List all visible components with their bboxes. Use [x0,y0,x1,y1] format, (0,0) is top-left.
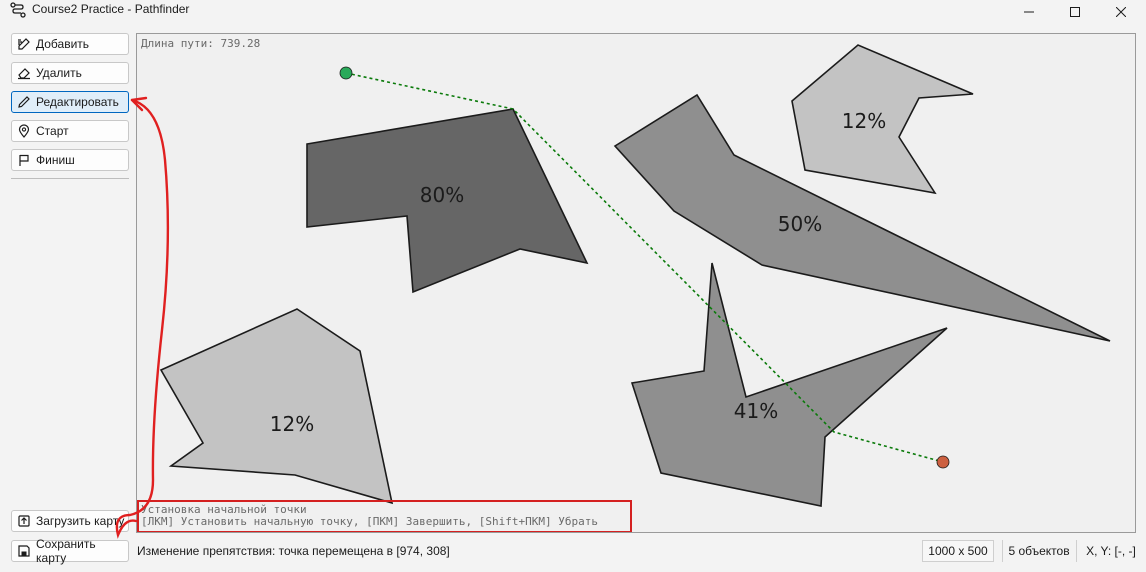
eraser-icon [18,68,30,80]
hint-keys: [ЛКМ] Установить начальную точку, [ПКМ] … [141,515,598,528]
add-button-label: Добавить [36,37,90,51]
status-message: Изменение препятствия: точка перемещена … [137,544,450,558]
status-divider [1002,540,1003,562]
add-button[interactable]: Добавить [11,33,129,55]
object-count: 5 объектов [1008,544,1070,558]
map-drawing[interactable]: 80% 12% 50% 12% 41% [137,34,1136,533]
cursor-coordinates: X, Y: [-, -] [1086,544,1136,558]
pencil-icon [18,96,30,108]
save-disk-icon [18,545,30,557]
location-pin-icon [18,124,30,138]
flag-icon [19,154,29,166]
canvas-size: 1000 x 500 [922,540,994,562]
obstacle-label-2: 12% [842,109,886,133]
finish-button[interactable]: Финиш [11,149,129,171]
tool-sidebar: Добавить Удалить Редактировать Старт Фин… [0,24,136,540]
close-icon [1116,7,1126,17]
save-map-button[interactable]: Сохранить карту [11,537,129,565]
obstacle-label-1: 80% [420,183,464,207]
load-map-button[interactable]: Загрузить карту [11,510,129,532]
map-canvas[interactable]: 80% 12% 50% 12% 41% Длина пути: 739.28 У… [136,33,1136,533]
obstacle-polygon-1[interactable] [306,108,589,294]
status-divider [1076,540,1077,562]
edit-button-label: Редактировать [36,95,119,109]
obstacle-label-4: 12% [270,412,314,436]
delete-button-label: Удалить [36,66,82,80]
start-button[interactable]: Старт [11,120,129,142]
draw-add-icon [18,38,30,50]
app-icon [10,2,26,18]
obstacle-label-3: 50% [778,212,822,236]
maximize-button[interactable] [1052,0,1098,24]
minimize-button[interactable] [1006,0,1052,24]
window-title: Course2 Practice - Pathfinder [32,2,190,16]
obstacle-polygon-2[interactable] [791,44,974,195]
obstacle-polygon-3[interactable] [613,93,1111,342]
load-file-icon [18,515,30,527]
start-point[interactable] [339,66,353,80]
obstacle-polygon-4[interactable] [159,308,394,505]
close-button[interactable] [1098,0,1144,24]
hint-panel: Установка начальной точки [ЛКМ] Установи… [137,500,632,532]
load-map-label: Загрузить карту [36,514,125,528]
delete-button[interactable]: Удалить [11,62,129,84]
sidebar-divider [11,178,129,179]
obstacle-polygon-5[interactable] [630,262,948,507]
maximize-icon [1070,7,1080,17]
finish-point[interactable] [936,455,950,469]
finish-button-label: Финиш [36,153,75,167]
start-button-label: Старт [36,124,69,138]
title-bar: Course2 Practice - Pathfinder [0,0,1146,24]
hint-title: Установка начальной точки [141,503,307,516]
obstacle-label-5: 41% [734,399,778,423]
save-map-label: Сохранить карту [36,537,96,565]
path-line [345,72,944,463]
path-length-readout: Длина пути: 739.28 [141,37,261,50]
edit-button[interactable]: Редактировать [11,91,129,113]
minimize-icon [1024,11,1034,13]
status-bar: Сохранить карту Изменение препятствия: т… [0,537,1146,572]
